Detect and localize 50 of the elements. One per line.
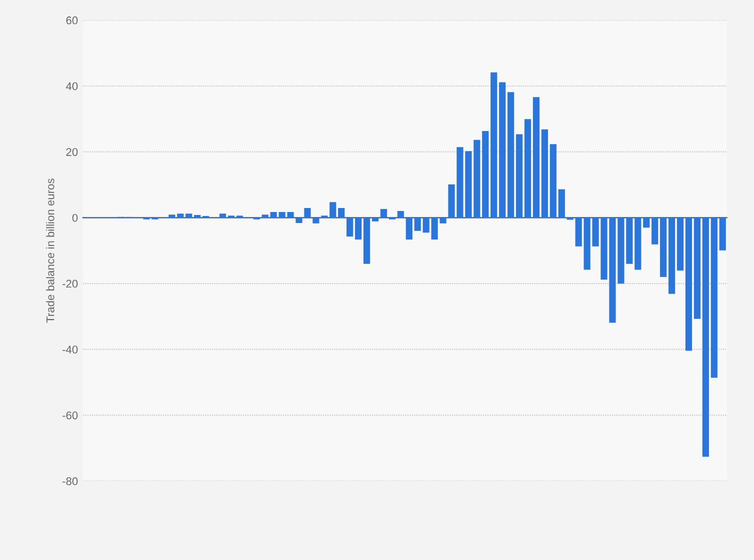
- bar: [532, 97, 540, 218]
- bar: [694, 217, 701, 319]
- bar: [668, 217, 676, 294]
- bar: [372, 217, 379, 222]
- y-tick-label: 0: [72, 214, 78, 222]
- bar: [575, 217, 582, 246]
- bar: [219, 214, 226, 218]
- bar: [516, 134, 523, 218]
- bar: [626, 217, 633, 264]
- bar: [194, 214, 201, 218]
- bar: [643, 217, 650, 228]
- bar: [482, 131, 489, 218]
- bar: [634, 217, 642, 270]
- bar: [186, 214, 192, 218]
- y-tick-label: -20: [62, 280, 78, 288]
- y-axis-title: Trade balance in billion euros: [46, 178, 54, 323]
- y-tick-label: -60: [62, 411, 78, 420]
- bar: [541, 129, 548, 218]
- bar: [414, 217, 421, 231]
- bar: [508, 92, 514, 218]
- y-tick-label: -80: [62, 477, 78, 486]
- bar: [380, 209, 388, 218]
- bar: [702, 217, 709, 457]
- y-tick-label: -40: [62, 346, 78, 354]
- bar: [676, 217, 684, 270]
- y-tick-label: 60: [66, 16, 78, 24]
- bar: [710, 217, 718, 378]
- y-tick-label: 20: [66, 148, 78, 156]
- bar: [685, 217, 692, 351]
- bar: [474, 140, 480, 218]
- bar: [550, 144, 556, 218]
- bar: [397, 211, 404, 218]
- bar: [355, 217, 362, 240]
- bar: [406, 217, 412, 240]
- y-tick-label: 40: [66, 82, 78, 90]
- bar: [346, 217, 354, 237]
- bar: [490, 72, 498, 218]
- bar: [719, 217, 726, 250]
- bar: [262, 214, 268, 218]
- bar: [177, 214, 184, 218]
- bar: [338, 208, 345, 218]
- bar: [363, 217, 370, 264]
- bar: [422, 217, 430, 233]
- bar: [168, 214, 176, 218]
- bar: [330, 202, 336, 218]
- bar: [558, 189, 565, 218]
- bar: [499, 82, 506, 218]
- bar: [660, 217, 667, 278]
- bar: [652, 217, 658, 244]
- bar: [524, 119, 532, 218]
